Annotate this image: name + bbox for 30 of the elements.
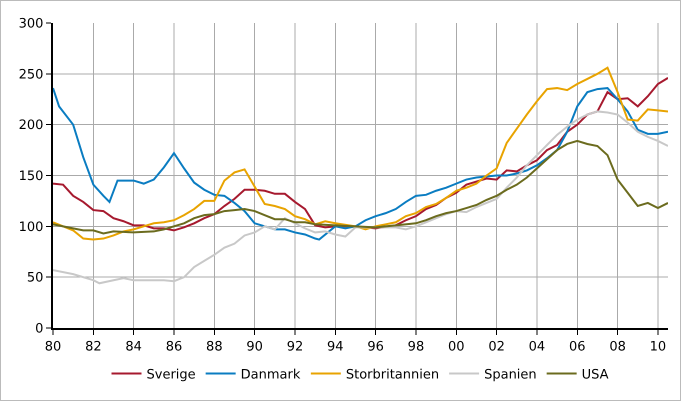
x-tick-label: 86: [166, 340, 182, 355]
y-tick-label: 200: [18, 118, 44, 134]
legend-label: Storbritannien: [346, 368, 440, 383]
x-tick-label: 10: [650, 340, 666, 355]
x-tick-label: 92: [286, 340, 304, 355]
x-tick-label: 88: [206, 340, 223, 355]
x-tick-label: 98: [408, 340, 424, 355]
legend-label: Sverige: [146, 368, 196, 383]
y-tick-label: 50: [26, 270, 44, 286]
x-tick-label: 90: [246, 340, 263, 355]
line-series: [53, 140, 668, 234]
x-tick-label: 02: [488, 340, 505, 355]
x-tick-label: 80: [44, 340, 62, 355]
y-tick-label: 100: [18, 220, 44, 235]
y-tick-label: 0: [35, 322, 44, 337]
y-tick-label: 150: [18, 169, 44, 184]
legend-label: Spanien: [484, 368, 537, 383]
x-tick-label: 06: [568, 340, 586, 355]
x-tick-label: 94: [327, 340, 344, 355]
x-tick-label: 00: [448, 340, 465, 355]
y-tick-label: 250: [18, 67, 44, 82]
legend-label: USA: [582, 368, 609, 383]
x-tick-label: 08: [609, 340, 626, 355]
x-tick-label: 84: [125, 340, 142, 355]
line-series: [53, 110, 668, 284]
x-tick-label: 96: [367, 340, 384, 355]
x-tick-label: 04: [528, 340, 546, 355]
y-tick-label: 300: [18, 16, 44, 32]
legend-label: Danmark: [240, 368, 301, 383]
x-tick-label: 82: [85, 340, 102, 355]
